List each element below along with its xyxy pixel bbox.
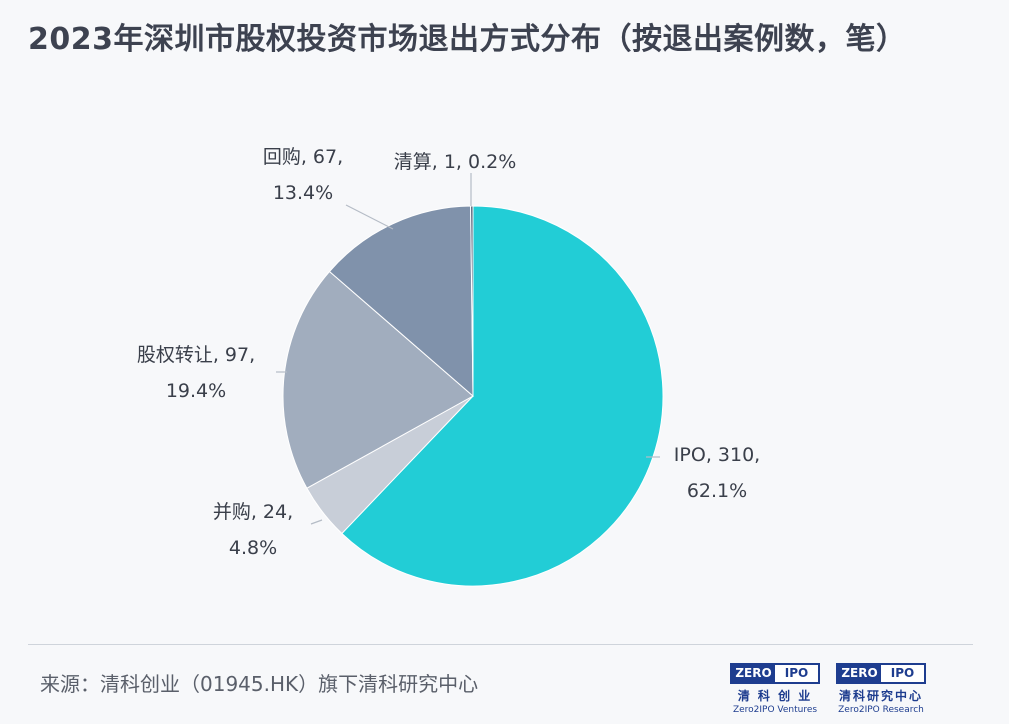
footer-divider xyxy=(28,644,973,645)
logo-badge: ZERO IPO xyxy=(836,663,926,684)
label-liquidation-line1: 清算, 1, 0.2% xyxy=(394,151,517,173)
leader-lines xyxy=(276,173,660,525)
label-merger: 并购, 24, 4.8% xyxy=(213,501,293,559)
label-equity-transfer-line1: 股权转让, 97, xyxy=(137,344,255,366)
logo-name: 清 科 创 业 xyxy=(737,689,813,703)
pie-chart: IPO, 310, 62.1% 并购, 24, 4.8% 股权转让, 97, 19.4% 回… xyxy=(137,146,760,587)
zero2ipo-research-logo: ZERO IPO 清科研究中心 Zero2IPO Research xyxy=(836,663,926,715)
logo-english-name: Zero2IPO Research xyxy=(838,705,924,715)
label-buyback: 回购, 67, 13.4% xyxy=(263,146,343,204)
slice-equity-transfer xyxy=(282,270,474,489)
logo-ipo: IPO xyxy=(881,665,924,682)
label-merger-percent: 4.8% xyxy=(229,537,277,559)
pie-slices xyxy=(282,205,664,587)
logo-zero: ZERO xyxy=(732,665,775,682)
logo-badge: ZERO IPO xyxy=(730,663,820,684)
label-ipo: IPO, 310, 62.1% xyxy=(674,444,760,502)
label-liquidation: 清算, 1, 0.2% xyxy=(394,151,517,173)
slice-liquidation xyxy=(470,205,474,397)
chart-title: 2023年深圳市股权投资市场退出方式分布（按退出案例数，笔） xyxy=(28,22,907,57)
label-ipo-line1: IPO, 310, xyxy=(674,444,760,466)
source-note: 来源：清科创业（01945.HK）旗下清科研究中心 xyxy=(40,672,479,696)
slice-labels: IPO, 310, 62.1% 并购, 24, 4.8% 股权转让, 97, 19.4% 回… xyxy=(137,146,760,559)
slice-buyback xyxy=(328,205,474,398)
label-buyback-percent: 13.4% xyxy=(273,182,333,204)
logo-ipo: IPO xyxy=(775,665,818,682)
label-equity-transfer: 股权转让, 97, 19.4% xyxy=(137,344,255,402)
logo-name: 清科研究中心 xyxy=(838,689,923,703)
label-merger-line1: 并购, 24, xyxy=(213,501,293,523)
zero2ipo-ventures-logo: ZERO IPO 清 科 创 业 Zero2IPO Ventures xyxy=(730,663,820,715)
label-equity-transfer-percent: 19.4% xyxy=(166,380,226,402)
logo-english-name: Zero2IPO Ventures xyxy=(732,705,818,715)
logo-zero: ZERO xyxy=(838,665,881,682)
slice-ipo xyxy=(341,205,664,587)
leader-line-merger xyxy=(310,519,323,525)
label-buyback-line1: 回购, 67, xyxy=(263,146,343,168)
label-ipo-percent: 62.1% xyxy=(687,480,747,502)
leader-line-buyback xyxy=(345,204,394,230)
